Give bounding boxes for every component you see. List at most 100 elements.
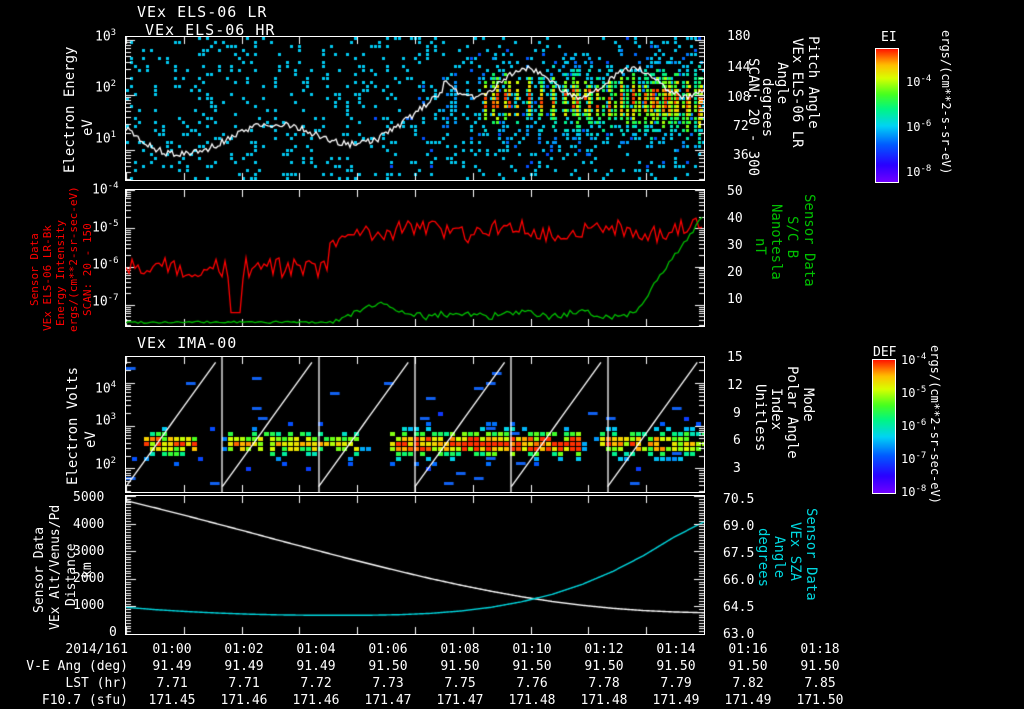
colorbar1-title: EI (881, 30, 897, 45)
panel3-rlabel-unitless: Unitless (752, 384, 768, 452)
colorbar1-gradient (875, 48, 899, 183)
panel2-ytick-m5: 10-5 (92, 219, 119, 236)
panel3-rtick-3: 3 (733, 461, 741, 476)
row-label-f107: F10.7 (sfu) (41, 693, 128, 708)
panel4-llabel-alt: VEx Alt/Venus/Pd (48, 504, 63, 630)
cell-f107-8: 171.49 (724, 693, 772, 708)
panel4-rlabel-angle: Angle (771, 536, 787, 579)
cell-veang-4: 91.50 (440, 659, 480, 674)
colorbar2-tick-3: 10-6 (901, 418, 927, 433)
cell-time-0: 01:00 (152, 642, 192, 657)
panel1-rlabel-pitch: Pitch Angle (805, 36, 821, 129)
panel1-rtick-144: 144 (727, 60, 751, 75)
cell-time-3: 01:06 (368, 642, 408, 657)
colorbar2-title: DEF (873, 345, 897, 360)
panel3-rlabel-index: Index (768, 388, 784, 431)
panel3-ylabel-main: Electron Volts (65, 366, 81, 485)
panel1-rtick-180: 180 (727, 29, 751, 44)
panel4-ytick-0: 0 (109, 625, 117, 640)
colorbar2-tick-2: 10-5 (901, 385, 927, 400)
cell-time-6: 01:12 (584, 642, 624, 657)
cell-f107-3: 171.47 (364, 693, 412, 708)
panel1-ytick-1: 101 (95, 130, 117, 147)
cell-time-7: 01:14 (656, 642, 696, 657)
panel2-llabel-sensor: Sensor Data (28, 233, 41, 306)
cell-lst-0: 7.71 (156, 676, 188, 691)
table-row-veang: V-E Ang (deg) 91.49 91.49 91.49 91.50 91… (8, 658, 856, 675)
panel4-ytick-3000: 3000 (73, 544, 105, 559)
cell-lst-7: 7.79 (660, 676, 692, 691)
panel3-rlabel-polar: Polar Angle (784, 366, 800, 459)
panel4-rtick-705: 70.5 (723, 492, 755, 507)
panel2-rlabel-sensor: Sensor Data (801, 194, 817, 287)
colorbar1-unit-label: ergs/(cm**2-s-sr-eV) (939, 30, 953, 175)
bottom-data-table: 2014/161 01:00 01:02 01:04 01:06 01:08 0… (8, 641, 856, 709)
panel2-llabel-quantity: Energy Intensity (54, 220, 67, 326)
colorbar1-tick-2: 10-6 (906, 119, 932, 134)
panel1-ylabel-main: Electron Energy (62, 46, 78, 174)
panel4-rtick-645: 64.5 (723, 600, 755, 615)
panel4-rtick-675: 67.5 (723, 546, 755, 561)
cell-f107-0: 171.45 (148, 693, 196, 708)
panel4-rtick-630: 63.0 (723, 627, 755, 642)
cell-f107-9: 171.50 (796, 693, 844, 708)
panel3-ytick-3: 103 (95, 412, 117, 429)
colorbar2-tick-4: 10-7 (901, 451, 927, 466)
cell-veang-8: 91.50 (728, 659, 768, 674)
colorbar2-unit-label: ergs/(cm**2-sr-sec-eV) (928, 345, 942, 504)
panel4-rtick-660: 66.0 (723, 573, 755, 588)
panel4-rlabel-sza: VEx SZA (787, 522, 803, 582)
cell-lst-1: 7.71 (228, 676, 260, 691)
colorbar2-tick-5: 10-8 (901, 484, 927, 499)
panel1-rlabel-sensor: VEx ELS-06 LR (789, 38, 805, 148)
cell-veang-7: 91.50 (656, 659, 696, 674)
panel1-rtick-72: 72 (733, 119, 749, 134)
cell-veang-6: 91.50 (584, 659, 624, 674)
cell-time-8: 01:16 (728, 642, 768, 657)
cell-time-9: 01:18 (800, 642, 840, 657)
panel3-rtick-6: 6 (733, 433, 741, 448)
panel1-rtick-36: 36 (733, 148, 749, 163)
cell-lst-3: 7.73 (372, 676, 404, 691)
panel3-title: VEx IMA-00 (137, 334, 238, 352)
cell-time-2: 01:04 (296, 642, 336, 657)
cell-f107-1: 171.46 (220, 693, 268, 708)
cell-veang-5: 91.50 (512, 659, 552, 674)
cell-lst-9: 7.85 (804, 676, 836, 691)
panel4-plot-area (125, 495, 705, 635)
panel1-rlabel-degrees: degrees (759, 78, 775, 138)
cell-lst-2: 7.72 (300, 676, 332, 691)
panel4-llabel-sensor: Sensor Data (32, 526, 47, 613)
cell-veang-0: 91.49 (152, 659, 192, 674)
cell-time-5: 01:10 (512, 642, 552, 657)
panel1-rtick-108: 108 (727, 90, 751, 105)
panel2-rlabel-nt: nT (752, 238, 768, 255)
cell-time-1: 01:02 (224, 642, 264, 657)
cell-veang-3: 91.50 (368, 659, 408, 674)
panel1-title-lr: VEx ELS-06 LR (137, 3, 268, 21)
cell-lst-4: 7.75 (444, 676, 476, 691)
panel1-title-hr: VEx ELS-06 HR (145, 21, 276, 39)
cell-veang-1: 91.49 (224, 659, 264, 674)
table-row-f107: F10.7 (sfu) 171.45 171.46 171.46 171.47 … (8, 692, 856, 709)
colorbar2-gradient (872, 359, 896, 494)
panel2-ytick-m6: 10-6 (92, 256, 119, 273)
panel1-ytick-3: 103 (95, 28, 117, 45)
panel1-ylabel-unit: eV (80, 119, 96, 136)
cell-veang-9: 91.50 (800, 659, 840, 674)
cell-time-4: 01:08 (440, 642, 480, 657)
cell-lst-5: 7.76 (516, 676, 548, 691)
row-label-lst: LST (hr) (65, 676, 128, 691)
panel4-ytick-1000: 1000 (73, 598, 105, 613)
panel1-plot-area (125, 36, 705, 181)
panel2-rtick-40: 40 (727, 211, 743, 226)
panel4-ytick-2000: 2000 (73, 571, 105, 586)
panel2-rtick-50: 50 (727, 184, 743, 199)
panel2-rtick-30: 30 (727, 238, 743, 253)
panel2-ytick-m7: 10-7 (92, 293, 119, 310)
panel2-rlabel-scb: S/C B (784, 216, 800, 259)
colorbar1-tick-1: 10-4 (906, 74, 932, 89)
cell-f107-4: 171.47 (436, 693, 484, 708)
cell-lst-8: 7.82 (732, 676, 764, 691)
